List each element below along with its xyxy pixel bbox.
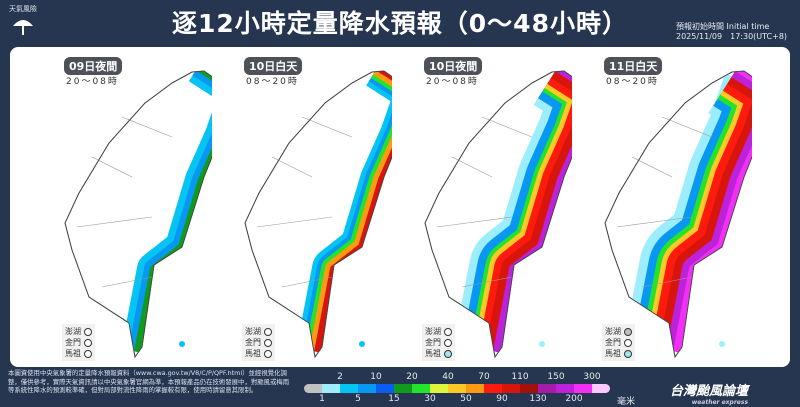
scale-label-bottom: 130 [529, 394, 547, 404]
outlying-islands: 澎湖 金門 馬祖 [422, 324, 455, 361]
island-row: 馬祖 [245, 348, 272, 359]
scale-label-bottom: 90 [496, 394, 508, 404]
outlying-islands: 澎湖 金門 馬祖 [602, 324, 635, 361]
color-swatch [538, 384, 556, 393]
island-rain-indicator [624, 349, 632, 358]
island-row: 澎湖 [605, 326, 632, 337]
color-swatch [448, 384, 466, 393]
logo: 天氣風險 [6, 4, 40, 44]
scale-label-bottom: 200 [565, 394, 583, 404]
page-title: 逐12小時定量降水預報（0～48小時） [172, 9, 628, 38]
forecast-map-1: 09日夜間 20～08時 澎湖 金門 馬祖 [32, 47, 212, 367]
color-swatch [502, 384, 520, 393]
period-hours: 20～08時 [426, 77, 479, 87]
island-rain-indicator [444, 327, 452, 336]
color-bar [304, 384, 610, 393]
island-row: 金門 [245, 337, 272, 348]
scale-label-top: 70 [478, 372, 490, 382]
color-scale-legend: 2 10 20 40 70 110 150 300 1 5 15 30 50 90 130 200 毫米 [304, 372, 644, 407]
color-swatch [412, 384, 430, 393]
scale-label-bottom: 30 [424, 394, 436, 404]
island-rain-indicator [624, 327, 632, 336]
island-row: 澎湖 [65, 326, 92, 337]
forecast-map-3: 10日夜間 20～08時 澎湖 金門 馬祖 [392, 47, 572, 367]
island-row: 馬祖 [605, 348, 632, 359]
island-row: 馬祖 [65, 348, 92, 359]
scale-label-top: 40 [442, 372, 454, 382]
color-swatch [574, 384, 592, 393]
island-rain-indicator [444, 349, 452, 358]
color-swatch [304, 384, 322, 393]
scale-label-top: 110 [511, 372, 529, 382]
outlying-islands: 澎湖 金門 馬祖 [242, 324, 275, 361]
scale-label-top: 2 [337, 372, 343, 382]
island-row: 馬祖 [425, 348, 452, 359]
outlying-islands: 澎湖 金門 馬祖 [62, 324, 95, 361]
brand-logo: 台灣颱風論壇 weather express [670, 384, 749, 406]
color-swatch [430, 384, 448, 393]
taiwan-map [424, 70, 572, 359]
taiwan-map [604, 70, 752, 359]
period-hours: 20～08時 [66, 77, 119, 87]
island-rain-indicator [264, 338, 272, 347]
scale-label-bottom: 15 [388, 394, 400, 404]
taiwan-map [64, 70, 212, 359]
scale-label-bottom: 5 [355, 394, 361, 404]
scale-label-top: 150 [547, 372, 565, 382]
color-swatch [376, 384, 394, 393]
color-swatch [394, 384, 412, 393]
color-swatch [322, 384, 340, 393]
island-row: 澎湖 [245, 326, 272, 337]
island-rain-indicator [264, 327, 272, 336]
island-rain-indicator [84, 338, 92, 347]
forecast-map-2: 10日白天 08～20時 澎湖 金門 馬祖 [212, 47, 392, 367]
island-rain-indicator [624, 338, 632, 347]
period-label: 09日夜間 [64, 57, 123, 75]
disclaimer: 本圖資使用中央氣象署的定量降水預報資料（www.cwa.gov.tw/V8/C/… [8, 369, 290, 394]
island-rain-indicator [264, 349, 272, 358]
maps-panel: 09日夜間 20～08時 澎湖 金門 馬祖 10日白天 08～20時 澎湖 金門 馬祖 … [10, 47, 790, 367]
island-row: 金門 [65, 337, 92, 348]
period-label: 10日白天 [244, 57, 303, 75]
period-hours: 08～20時 [246, 77, 299, 87]
scale-unit: 毫米 [616, 397, 636, 407]
island-row: 澎湖 [425, 326, 452, 337]
period-label: 11日白天 [604, 57, 663, 75]
color-swatch [520, 384, 538, 393]
island-rain-indicator [444, 338, 452, 347]
period-label: 10日夜間 [424, 57, 483, 75]
scale-label-top: 20 [406, 372, 418, 382]
island-rain-indicator [84, 327, 92, 336]
island-row: 金門 [605, 337, 632, 348]
scale-label-top: 300 [583, 372, 601, 382]
forecast-map-4: 11日白天 08～20時 澎湖 金門 馬祖 [572, 47, 752, 367]
scale-label-bottom: 50 [460, 394, 472, 404]
color-swatch [466, 384, 484, 393]
initial-time: 預報初始時間 Initial time 2025/11/09 17:30(UTC+… [676, 22, 788, 41]
scale-label-bottom: 1 [319, 394, 325, 404]
color-swatch [556, 384, 574, 393]
color-swatch [340, 384, 358, 393]
island-rain-indicator [84, 349, 92, 358]
color-swatch [484, 384, 502, 393]
color-swatch [358, 384, 376, 393]
scale-label-top: 10 [370, 372, 382, 382]
island-row: 金門 [425, 337, 452, 348]
umbrella-icon [13, 20, 33, 35]
color-swatch [592, 384, 610, 393]
taiwan-map [244, 70, 392, 359]
period-hours: 08～20時 [606, 77, 659, 87]
